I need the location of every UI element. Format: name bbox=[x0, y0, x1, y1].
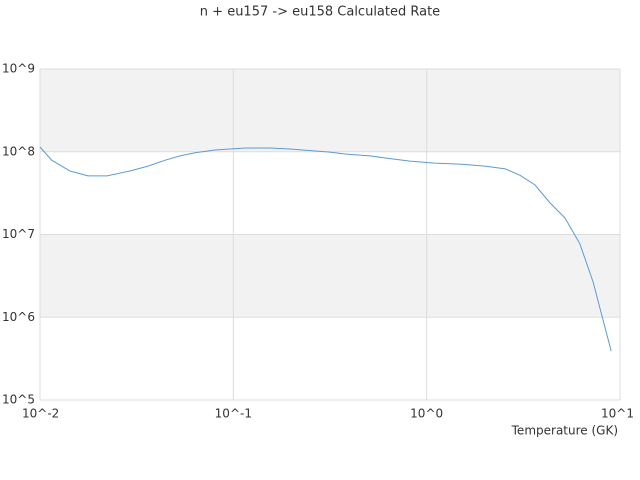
grid-band bbox=[40, 69, 620, 152]
x-tick-label: 10^-1 bbox=[215, 407, 252, 421]
x-tick-label: 10^0 bbox=[410, 407, 443, 421]
x-axis-label: Temperature (GK) bbox=[511, 424, 618, 438]
y-tick-label: 10^9 bbox=[2, 62, 35, 76]
y-tick-label: 10^6 bbox=[2, 310, 35, 324]
x-tick-label: 10^-2 bbox=[22, 407, 59, 421]
y-tick-label: 10^5 bbox=[2, 393, 35, 407]
chart-title: n + eu157 -> eu158 Calculated Rate bbox=[200, 5, 440, 20]
y-tick-label: 10^7 bbox=[2, 227, 35, 241]
x-tick-label: 10^1 bbox=[601, 407, 634, 421]
grid-band bbox=[40, 234, 620, 318]
y-tick-label: 10^8 bbox=[2, 144, 35, 158]
line bbox=[39, 146, 612, 352]
